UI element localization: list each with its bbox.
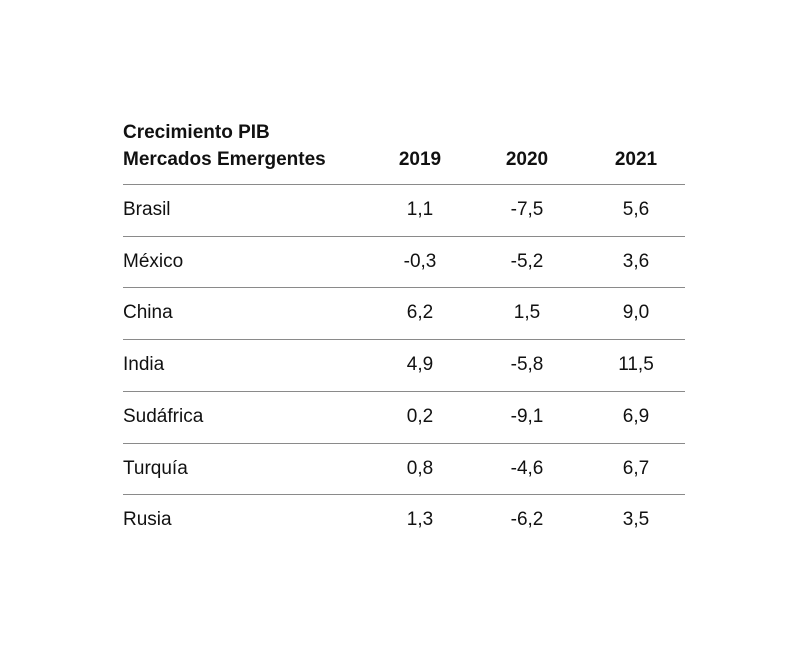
- row-divider: [123, 494, 685, 496]
- column-header-2019: 2019: [398, 149, 442, 170]
- table-cell: 6,2: [406, 302, 434, 324]
- table-cell: 4,9: [406, 354, 434, 376]
- row-label: Rusia: [123, 509, 172, 531]
- table-cell: 6,9: [622, 405, 650, 427]
- table-cell: 1,5: [513, 302, 541, 324]
- table-cell: -9,1: [510, 405, 544, 427]
- table-title: Crecimiento PIB Mercados Emergentes: [123, 119, 326, 173]
- table-cell: 0,8: [406, 457, 434, 479]
- row-label: India: [123, 354, 165, 376]
- row-label: Brasil: [123, 199, 171, 220]
- column-header-2020: 2020: [505, 149, 549, 170]
- row-label: Sudáfrica: [123, 405, 204, 427]
- table-cell: 1,1: [406, 199, 434, 220]
- table-cell: 3,6: [622, 250, 650, 272]
- row-label: México: [123, 250, 184, 272]
- table-cell: 1,3: [406, 509, 434, 531]
- gdp-growth-table: Crecimiento PIB Mercados Emergentes 2019…: [123, 0, 685, 645]
- table-cell: 6,7: [622, 457, 650, 479]
- row-label: Turquía: [123, 457, 188, 479]
- table-cell: -5,2: [510, 250, 544, 272]
- table-cell: -6,2: [510, 509, 544, 531]
- table-cell: 9,0: [622, 302, 650, 324]
- table-cell: -0,3: [403, 250, 437, 272]
- table-title-line-2: Mercados Emergentes: [123, 149, 326, 170]
- table-cell: 0,2: [406, 405, 434, 427]
- row-divider: [123, 339, 685, 341]
- table-cell: 3,5: [622, 509, 650, 531]
- column-header-2021: 2021: [614, 149, 658, 170]
- table-cell: -7,5: [510, 199, 544, 220]
- row-divider: [123, 184, 685, 185]
- row-label: China: [123, 302, 173, 324]
- row-divider: [123, 390, 685, 392]
- table-cell: -5,8: [510, 354, 544, 376]
- table-cell: 11,5: [618, 354, 654, 376]
- row-divider: [123, 442, 685, 444]
- table-title-line-1: Crecimiento PIB: [123, 122, 270, 143]
- row-divider: [123, 287, 685, 289]
- table-cell: -4,6: [510, 457, 544, 479]
- table-cell: 5,6: [622, 199, 650, 220]
- row-divider: [123, 235, 685, 237]
